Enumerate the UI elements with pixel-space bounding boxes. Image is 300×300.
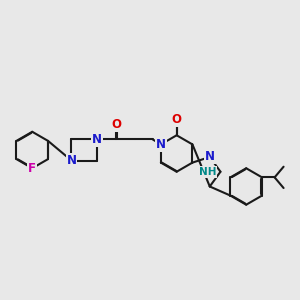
Text: O: O <box>111 118 122 130</box>
Text: N: N <box>205 151 215 164</box>
Text: N: N <box>67 154 76 167</box>
Text: N: N <box>156 138 166 151</box>
Text: NH: NH <box>199 167 216 177</box>
Text: O: O <box>172 113 182 126</box>
Text: N: N <box>92 133 102 146</box>
Text: F: F <box>28 162 36 175</box>
